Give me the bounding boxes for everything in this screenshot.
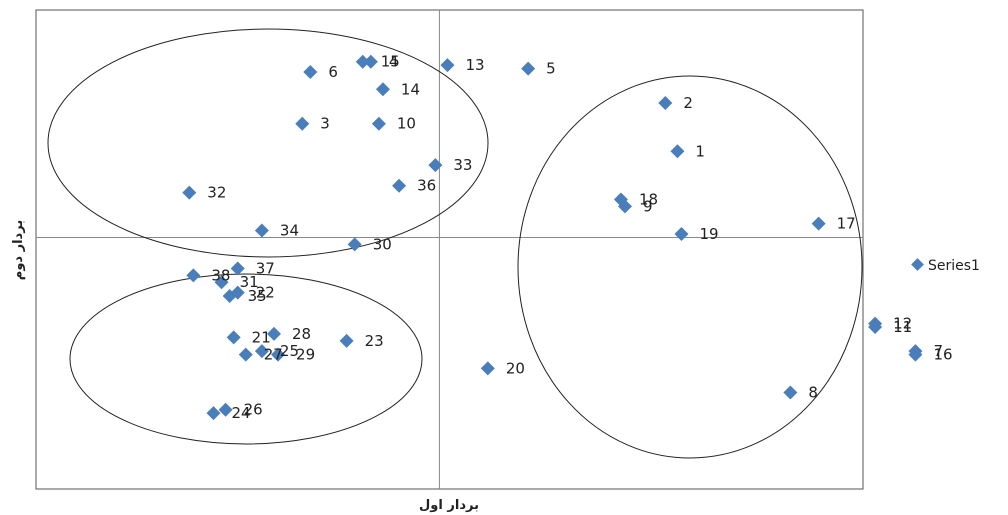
y-axis-title: بردار دوم [11, 220, 26, 280]
data-point-8 [783, 385, 798, 400]
data-label-30: 30 [373, 235, 392, 253]
data-label-33: 33 [453, 156, 472, 174]
data-label-3: 3 [320, 115, 330, 133]
data-label-4: 4 [389, 53, 399, 71]
cluster-ellipse-top-left [47, 28, 489, 258]
data-point-30 [347, 237, 362, 252]
data-point-27 [238, 347, 253, 362]
data-label-13: 13 [465, 56, 484, 74]
data-point-13 [440, 58, 455, 73]
data-point-37 [230, 261, 245, 276]
data-label-2: 2 [683, 94, 693, 112]
data-label-24: 24 [232, 404, 251, 422]
data-label-37: 37 [256, 259, 275, 277]
cluster-ellipse-bottom-left [69, 273, 423, 445]
data-point-35 [222, 289, 237, 304]
data-point-32 [182, 185, 197, 200]
data-label-29: 29 [296, 346, 315, 364]
data-point-18 [613, 192, 628, 207]
data-point-17 [811, 216, 826, 231]
data-point-24 [206, 406, 221, 421]
cluster-ellipses [47, 28, 863, 459]
data-label-7: 7 [933, 342, 943, 360]
data-point-26 [218, 402, 233, 417]
data-point-25 [254, 344, 269, 359]
data-point-16 [908, 347, 923, 362]
data-label-6: 6 [328, 63, 338, 81]
data-label-23: 23 [365, 332, 384, 350]
data-label-16: 16 [933, 346, 952, 364]
data-point-15 [355, 54, 370, 69]
data-point-38 [186, 268, 201, 283]
data-label-15: 15 [381, 53, 400, 71]
data-point-31 [214, 275, 229, 290]
data-label-18: 18 [639, 191, 658, 209]
data-label-27: 27 [264, 346, 283, 364]
data-point-12 [868, 316, 883, 331]
data-label-14: 14 [401, 80, 420, 98]
data-point-2 [658, 96, 673, 111]
data-point-3 [295, 116, 310, 131]
data-point-5 [521, 61, 536, 76]
data-point-23 [339, 333, 354, 348]
data-point-29 [271, 347, 286, 362]
data-label-31: 31 [240, 273, 259, 291]
legend: Series1 [911, 258, 980, 274]
data-label-22: 22 [256, 284, 275, 302]
data-label-21: 21 [252, 328, 271, 346]
data-label-28: 28 [292, 325, 311, 343]
data-label-8: 8 [808, 384, 818, 402]
data-label-25: 25 [280, 342, 299, 360]
data-point-19 [674, 226, 689, 241]
data-point-36 [392, 178, 407, 193]
data-label-36: 36 [417, 177, 436, 195]
data-label-19: 19 [699, 225, 718, 243]
data-points [182, 54, 923, 421]
legend-label: Series1 [928, 258, 980, 274]
data-label-26: 26 [244, 401, 263, 419]
data-point-14 [375, 82, 390, 97]
data-label-32: 32 [207, 184, 226, 202]
data-label-35: 35 [248, 287, 267, 305]
data-label-34: 34 [280, 222, 299, 240]
zero-axes [36, 10, 863, 489]
data-label-17: 17 [837, 215, 856, 233]
data-label-9: 9 [643, 197, 653, 215]
x-axis-title: بردار اول [419, 498, 479, 513]
plot-area-border [35, 9, 864, 490]
data-label-20: 20 [506, 359, 525, 377]
data-point-1 [670, 144, 685, 159]
data-point-4 [363, 54, 378, 69]
cluster-ellipse-right [517, 75, 863, 459]
data-point-20 [480, 361, 495, 376]
data-point-21 [226, 330, 241, 345]
data-point-6 [303, 65, 318, 80]
data-point-34 [254, 223, 269, 238]
data-label-12: 12 [893, 315, 912, 333]
data-label-10: 10 [397, 115, 416, 133]
data-label-11: 11 [893, 318, 912, 336]
legend-marker [911, 258, 924, 271]
data-label-1: 1 [695, 142, 705, 160]
data-label-5: 5 [546, 60, 556, 78]
data-point-10 [371, 116, 386, 131]
data-label-38: 38 [211, 266, 230, 284]
data-point-33 [428, 158, 443, 173]
data-point-28 [267, 326, 282, 341]
